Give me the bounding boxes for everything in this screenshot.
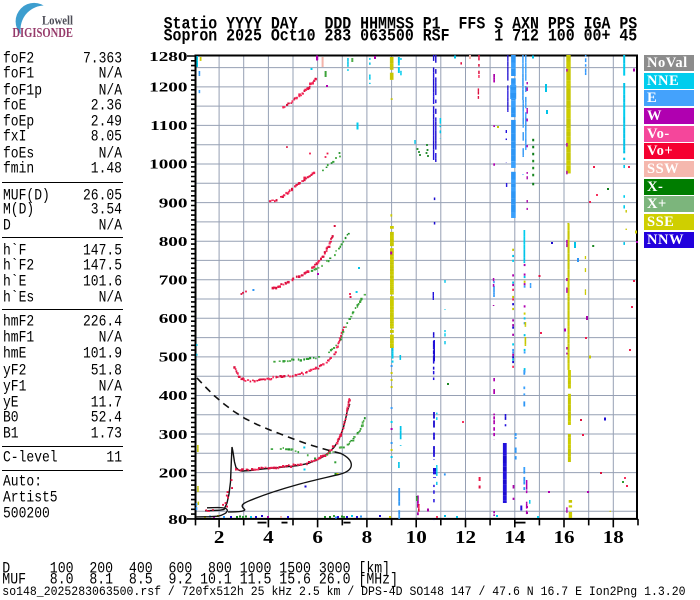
- svg-text:80: 80: [168, 511, 187, 527]
- svg-text:1100: 1100: [150, 118, 187, 134]
- svg-text:10: 10: [406, 528, 427, 547]
- svg-text:18: 18: [603, 528, 624, 547]
- svg-text:1200: 1200: [149, 79, 187, 95]
- svg-text:6: 6: [312, 528, 323, 547]
- svg-text:16: 16: [553, 528, 574, 547]
- svg-text:600: 600: [159, 310, 188, 326]
- svg-text:700: 700: [159, 272, 188, 288]
- svg-text:8: 8: [362, 528, 373, 547]
- svg-text:1280: 1280: [149, 48, 187, 64]
- svg-text:200: 200: [159, 465, 188, 481]
- svg-text:300: 300: [159, 426, 188, 442]
- svg-text:400: 400: [159, 388, 188, 404]
- svg-text:Lowell: Lowell: [42, 13, 73, 27]
- svg-text:DIGISONDE: DIGISONDE: [12, 25, 73, 40]
- svg-text:1000: 1000: [149, 156, 187, 172]
- svg-text:900: 900: [159, 195, 188, 211]
- svg-text:2: 2: [214, 528, 225, 547]
- svg-text:14: 14: [504, 528, 525, 547]
- svg-text:500: 500: [159, 349, 188, 365]
- svg-text:4: 4: [263, 528, 274, 547]
- svg-text:12: 12: [455, 528, 476, 547]
- svg-text:800: 800: [159, 233, 188, 249]
